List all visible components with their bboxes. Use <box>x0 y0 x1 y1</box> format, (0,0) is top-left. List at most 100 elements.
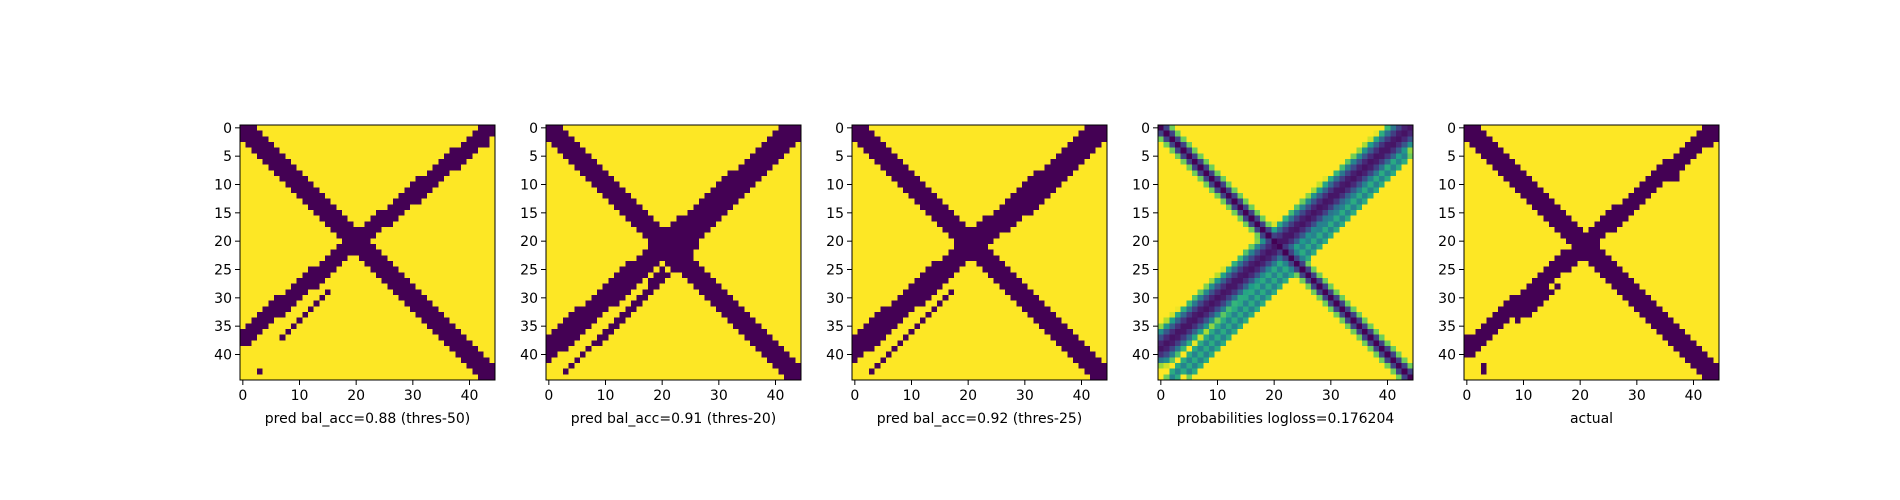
heatmap-cell <box>704 232 711 239</box>
heatmap-cell <box>313 198 320 205</box>
heatmap-cell <box>1078 159 1085 166</box>
heatmap-cell <box>602 272 609 279</box>
heatmap-cell <box>359 323 366 330</box>
heatmap-cell <box>903 136 910 143</box>
heatmap-cell <box>597 210 604 217</box>
heatmap-cell <box>755 300 762 307</box>
heatmap-cell <box>642 170 649 177</box>
heatmap-cell <box>687 363 694 370</box>
heatmap-cell <box>874 227 881 234</box>
heatmap-cell <box>670 340 677 347</box>
heatmap-cell <box>308 210 315 217</box>
heatmap-cell <box>580 164 587 171</box>
heatmap-cell <box>1067 153 1074 160</box>
heatmap-cell <box>1033 221 1040 228</box>
heatmap-cell <box>653 221 660 228</box>
heatmap-cell <box>376 249 383 256</box>
heatmap-cell <box>795 170 802 177</box>
heatmap-cell <box>421 136 428 143</box>
heatmap-cell <box>291 266 298 273</box>
heatmap-cell <box>585 323 592 330</box>
heatmap-cell <box>279 164 286 171</box>
heatmap-cell <box>1010 147 1017 154</box>
heatmap-cell <box>699 153 706 160</box>
heatmap-cell <box>886 147 893 154</box>
heatmap-cell <box>659 323 666 330</box>
heatmap-cell <box>631 334 638 341</box>
heatmap-cell <box>891 142 898 149</box>
heatmap-cell <box>727 244 734 251</box>
heatmap-cell <box>393 346 400 353</box>
heatmap-cell <box>676 193 683 200</box>
heatmap-cell <box>733 255 740 262</box>
heatmap-cell <box>285 232 292 239</box>
heatmap-cell <box>738 170 745 177</box>
heatmap-cell <box>614 130 621 137</box>
heatmap-cell <box>251 130 258 137</box>
heatmap-cell <box>398 283 405 290</box>
heatmap-cell <box>410 351 417 358</box>
heatmap-cell <box>1027 125 1034 132</box>
heatmap-cell <box>1095 198 1102 205</box>
heatmap-cell <box>602 221 609 228</box>
heatmap-cell <box>869 147 876 154</box>
heatmap-cell <box>687 153 694 160</box>
heatmap-cell <box>903 125 910 132</box>
heatmap-cell <box>574 261 581 268</box>
heatmap-cell <box>325 125 332 132</box>
heatmap-cell <box>925 153 932 160</box>
heatmap-cell <box>1073 193 1080 200</box>
heatmap-cell <box>257 306 264 313</box>
heatmap-cell <box>648 170 655 177</box>
heatmap-cell <box>398 159 405 166</box>
heatmap-cell <box>364 272 371 279</box>
heatmap-cell <box>636 357 643 364</box>
heatmap-cell <box>636 312 643 319</box>
heatmap-cell <box>245 374 252 381</box>
heatmap-cell <box>478 317 485 324</box>
heatmap-cell <box>557 374 564 381</box>
heatmap-cell <box>942 170 949 177</box>
heatmap-cell <box>478 300 485 307</box>
heatmap-cell <box>602 130 609 137</box>
heatmap-cell <box>347 181 354 188</box>
heatmap-cell <box>478 232 485 239</box>
heatmap-cell <box>466 159 473 166</box>
heatmap-cell <box>699 181 706 188</box>
heatmap-cell <box>478 170 485 177</box>
heatmap-cell <box>427 278 434 285</box>
heatmap-cell <box>710 312 717 319</box>
heatmap-cell <box>903 181 910 188</box>
heatmap-cell <box>274 340 281 347</box>
heatmap-cell <box>415 176 422 183</box>
heatmap-cell <box>325 323 332 330</box>
heatmap-cell <box>245 278 252 285</box>
heatmap-cell <box>302 210 309 217</box>
heatmap-cell <box>648 306 655 313</box>
heatmap-cell <box>727 340 734 347</box>
heatmap-cell <box>704 261 711 268</box>
heatmap-cell <box>489 204 496 211</box>
heatmap-cell <box>240 142 247 149</box>
heatmap-cell <box>325 266 332 273</box>
heatmap-cell <box>1033 198 1040 205</box>
heatmap-cell <box>347 300 354 307</box>
heatmap-cell <box>268 193 275 200</box>
heatmap-cell <box>733 272 740 279</box>
heatmap-cell <box>937 204 944 211</box>
heatmap-cell <box>279 147 286 154</box>
heatmap-cell <box>387 255 394 262</box>
heatmap-cell <box>648 198 655 205</box>
heatmap-cell <box>976 198 983 205</box>
heatmap-cell <box>795 244 802 251</box>
heatmap-cell <box>591 357 598 364</box>
heatmap-cell <box>676 210 683 217</box>
heatmap-cell <box>387 374 394 381</box>
heatmap-cell <box>370 227 377 234</box>
heatmap-cell <box>455 136 462 143</box>
heatmap-cell <box>716 159 723 166</box>
heatmap-cell <box>710 317 717 324</box>
heatmap-cell <box>699 170 706 177</box>
heatmap-cell <box>580 351 587 358</box>
heatmap-cell <box>755 266 762 273</box>
